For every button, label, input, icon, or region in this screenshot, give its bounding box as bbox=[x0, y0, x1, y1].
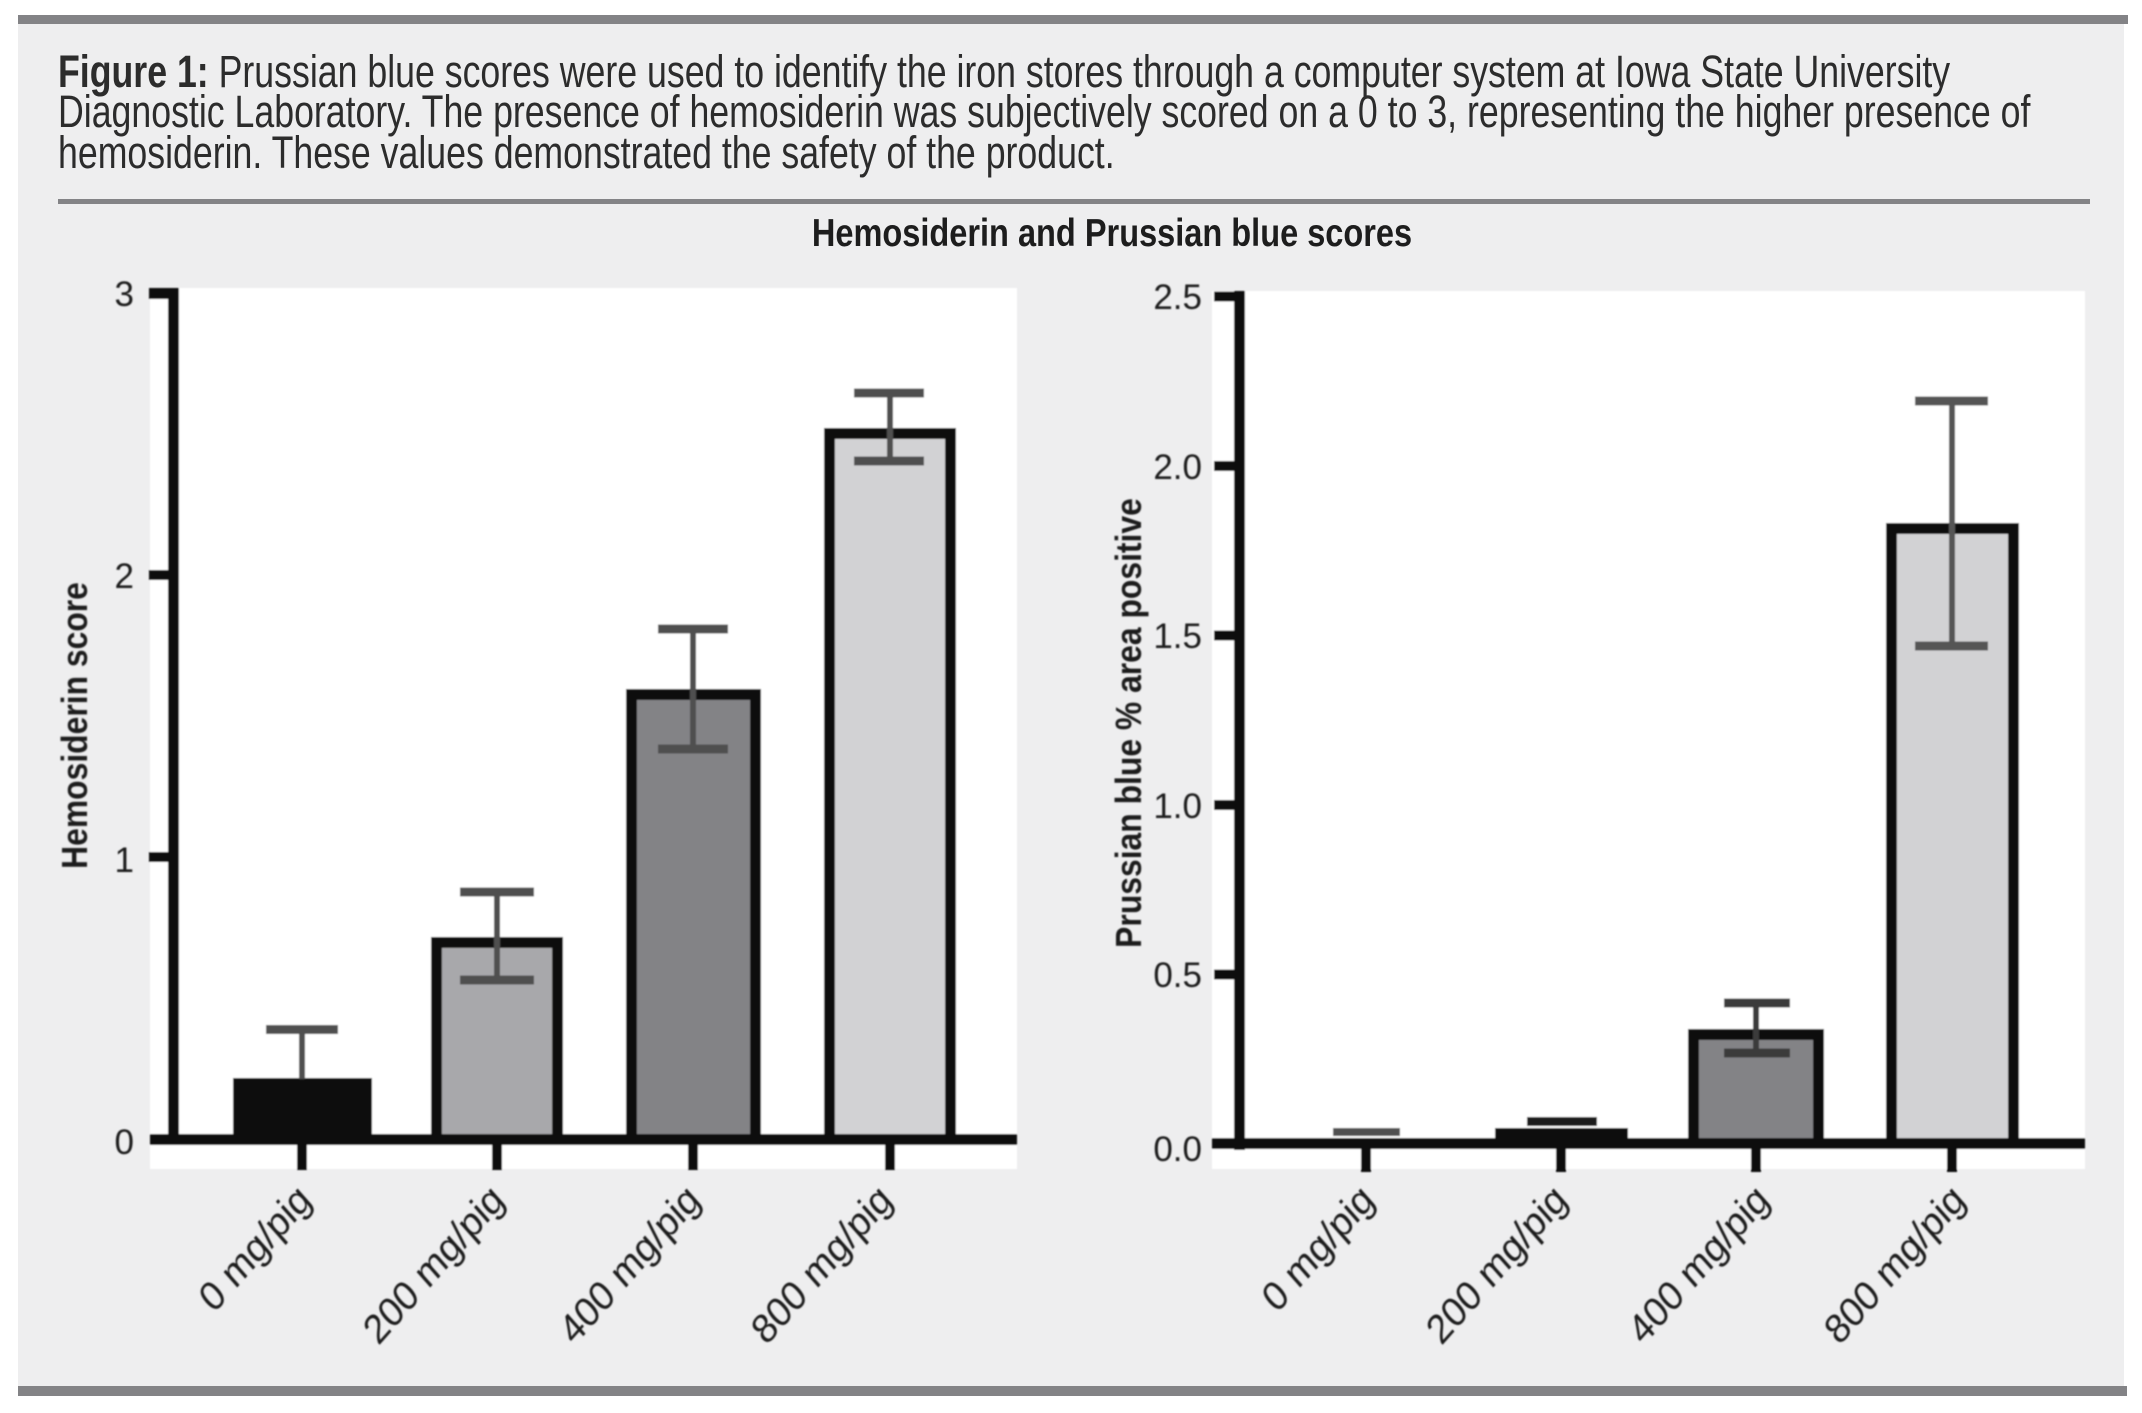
svg-text:800 mg/pig: 800 mg/pig bbox=[1817, 1177, 1973, 1353]
svg-text:Hemosiderin score: Hemosiderin score bbox=[55, 582, 95, 869]
svg-text:400 mg/pig: 400 mg/pig bbox=[552, 1177, 708, 1353]
svg-text:Prussian blue % area positive: Prussian blue % area positive bbox=[1109, 498, 1149, 948]
svg-text:0.0: 0.0 bbox=[1153, 1130, 1202, 1169]
svg-text:400 mg/pig: 400 mg/pig bbox=[1621, 1177, 1777, 1353]
svg-text:3: 3 bbox=[115, 275, 134, 314]
svg-text:200 mg/pig: 200 mg/pig bbox=[356, 1177, 512, 1353]
svg-text:0: 0 bbox=[115, 1123, 134, 1162]
svg-text:200 mg/pig: 200 mg/pig bbox=[1419, 1177, 1575, 1353]
svg-text:1.5: 1.5 bbox=[1153, 617, 1202, 656]
svg-text:2.0: 2.0 bbox=[1153, 448, 1202, 487]
svg-text:1: 1 bbox=[115, 841, 134, 880]
svg-text:800 mg/pig: 800 mg/pig bbox=[744, 1177, 900, 1353]
svg-text:0.5: 0.5 bbox=[1153, 956, 1202, 995]
svg-text:0 mg/pig: 0 mg/pig bbox=[191, 1177, 318, 1321]
svg-text:1.0: 1.0 bbox=[1153, 787, 1202, 826]
svg-text:2: 2 bbox=[115, 557, 134, 596]
svg-text:0 mg/pig: 0 mg/pig bbox=[1254, 1177, 1381, 1321]
svg-text:2.5: 2.5 bbox=[1153, 278, 1202, 317]
